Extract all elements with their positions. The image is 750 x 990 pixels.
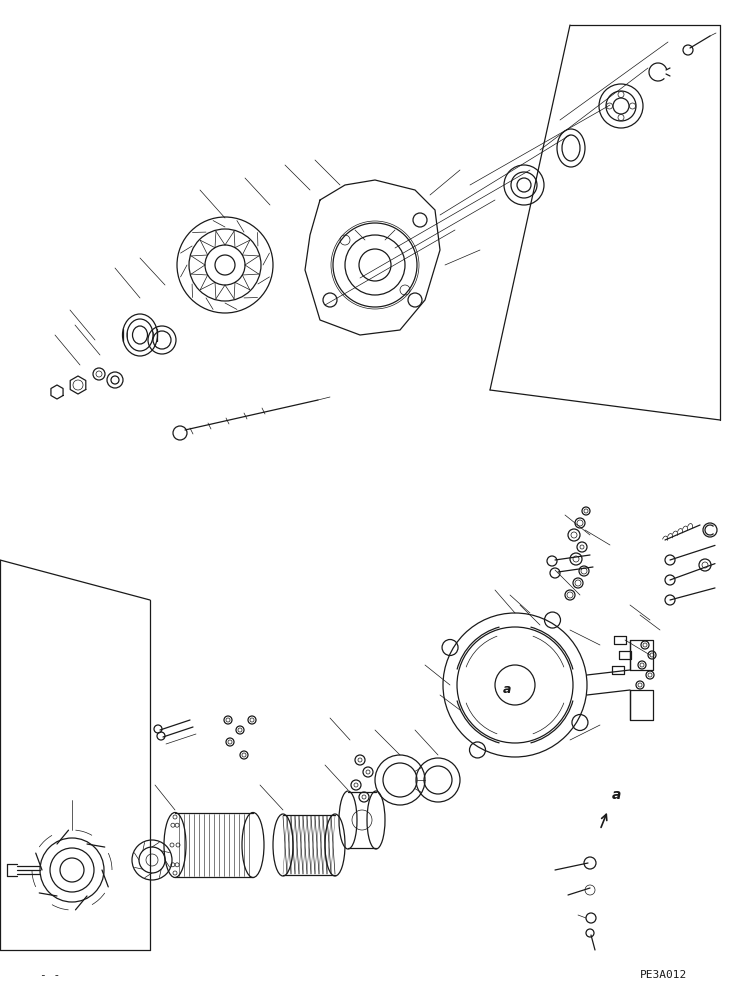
Text: a: a [612,788,621,802]
Text: a: a [503,683,512,696]
Text: PE3A012: PE3A012 [640,970,687,980]
Text: - -: - - [40,970,60,980]
